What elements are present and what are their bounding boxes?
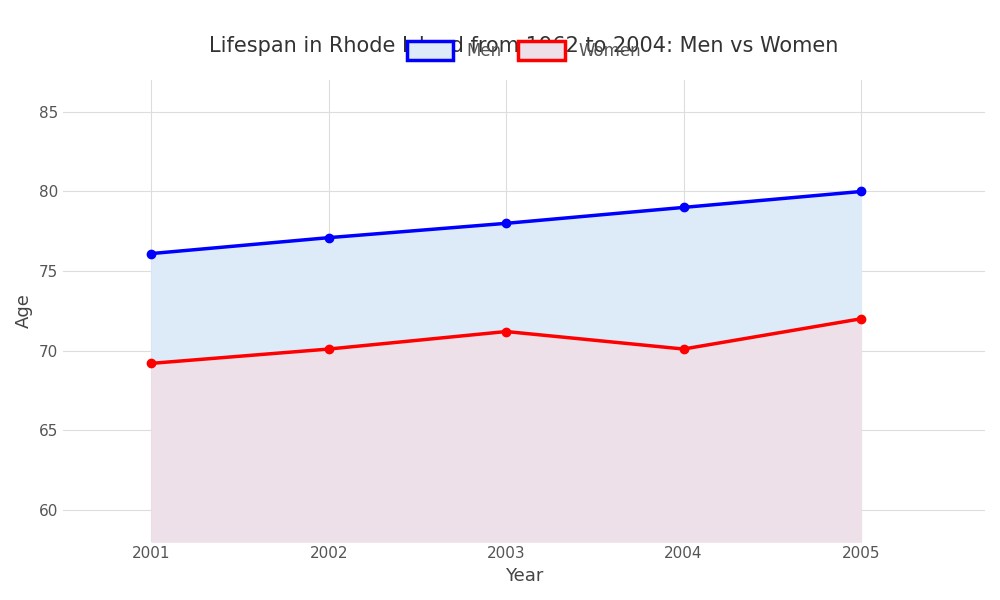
X-axis label: Year: Year	[505, 567, 543, 585]
Y-axis label: Age: Age	[15, 293, 33, 328]
Title: Lifespan in Rhode Island from 1962 to 2004: Men vs Women: Lifespan in Rhode Island from 1962 to 20…	[209, 37, 839, 56]
Legend: Men, Women: Men, Women	[398, 33, 649, 68]
